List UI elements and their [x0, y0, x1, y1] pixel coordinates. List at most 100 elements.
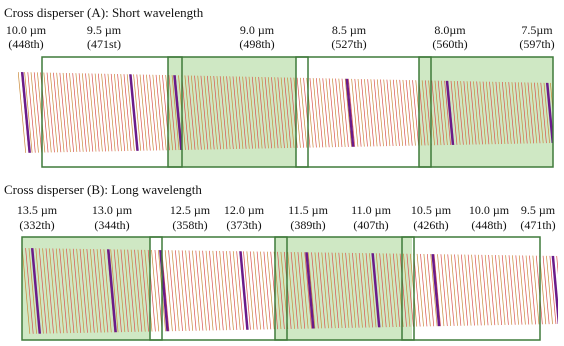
wavelength-label: 11.5 µm [288, 203, 328, 217]
order-line [525, 246, 533, 336]
order-line [518, 246, 526, 336]
order-line [367, 70, 375, 156]
order-line [168, 246, 176, 336]
order-line [454, 246, 462, 336]
order-line [146, 70, 154, 156]
order-line [111, 70, 119, 156]
order-line [354, 70, 362, 156]
order-line [156, 70, 164, 156]
order-line [335, 70, 343, 156]
order-line [364, 70, 372, 156]
order-line [392, 70, 400, 156]
marker-line [130, 70, 138, 156]
order-line [512, 246, 520, 336]
order-line [63, 70, 71, 156]
order-label: (426th) [413, 218, 448, 232]
order-line [467, 246, 475, 336]
order-line [450, 246, 458, 336]
order-line [478, 246, 486, 336]
order-line [182, 246, 190, 336]
order-line [250, 246, 258, 336]
order-label: (448th) [471, 218, 506, 232]
wavelength-label: 12.0 µm [224, 203, 265, 217]
wavelength-label: 13.0 µm [92, 203, 133, 217]
order-line [140, 70, 148, 156]
order-line [423, 246, 431, 336]
order-line [189, 246, 197, 336]
order-line [82, 70, 90, 156]
order-line [386, 70, 394, 156]
order-line [253, 246, 261, 336]
order-label: (332th) [19, 218, 54, 232]
order-label: (389th) [290, 218, 325, 232]
order-label: (358th) [172, 218, 207, 232]
order-label: (344th) [94, 218, 129, 232]
order-line [532, 246, 540, 336]
order-line [257, 246, 265, 336]
order-line [178, 246, 186, 336]
order-label: (527th) [331, 37, 366, 51]
order-line [37, 70, 45, 156]
order-line [216, 246, 224, 336]
order-label: (471st) [87, 37, 121, 51]
order-line [474, 246, 482, 336]
order-line [108, 70, 116, 156]
order-line [488, 246, 496, 336]
order-line [50, 70, 58, 156]
order-line [360, 70, 368, 156]
order-line [325, 70, 333, 156]
order-line [229, 246, 237, 336]
green-region [168, 57, 296, 167]
order-line [542, 246, 550, 336]
order-line [461, 246, 469, 336]
green-region [275, 237, 412, 340]
figure: Cross disperser (A): Short wavelength 10.… [0, 0, 564, 346]
order-line [471, 246, 479, 336]
order-line [522, 246, 530, 336]
order-line [408, 70, 416, 156]
order-line [399, 70, 407, 156]
order-line [420, 246, 428, 336]
order-line [159, 70, 167, 156]
panel-title: Cross disperser (A): Short wavelength [4, 5, 204, 20]
order-line [464, 246, 472, 336]
order-line [47, 70, 55, 156]
order-line [316, 70, 324, 156]
order-line [98, 70, 106, 156]
order-line [66, 70, 74, 156]
order-line [501, 246, 509, 336]
order-line [357, 70, 365, 156]
order-line [219, 246, 227, 336]
order-line [202, 246, 210, 336]
order-line [508, 246, 516, 336]
order-line [328, 70, 336, 156]
order-line [495, 246, 503, 336]
order-line [380, 70, 388, 156]
order-line [433, 246, 441, 336]
order-line [60, 70, 68, 156]
wavelength-label: 7.5µm [521, 23, 553, 37]
order-line [309, 70, 317, 156]
order-line [373, 70, 381, 156]
order-line [143, 70, 151, 156]
order-line [260, 246, 268, 336]
order-line [175, 246, 183, 336]
order-line [383, 70, 391, 156]
order-line [53, 70, 61, 156]
wavelength-label: 12.5 µm [170, 203, 211, 217]
order-line [104, 70, 112, 156]
order-line [300, 70, 308, 156]
wavelength-label: 10.0 µm [469, 203, 510, 217]
order-line [296, 70, 304, 156]
order-line [498, 246, 506, 336]
order-line [505, 246, 513, 336]
order-label: (471th) [520, 218, 555, 232]
wavelength-label: 9.0 µm [240, 23, 275, 37]
order-line [206, 246, 214, 336]
order-line [332, 70, 340, 156]
order-line [402, 70, 410, 156]
order-line [69, 70, 77, 156]
order-line [303, 70, 311, 156]
order-line [209, 246, 217, 336]
order-line [76, 70, 84, 156]
